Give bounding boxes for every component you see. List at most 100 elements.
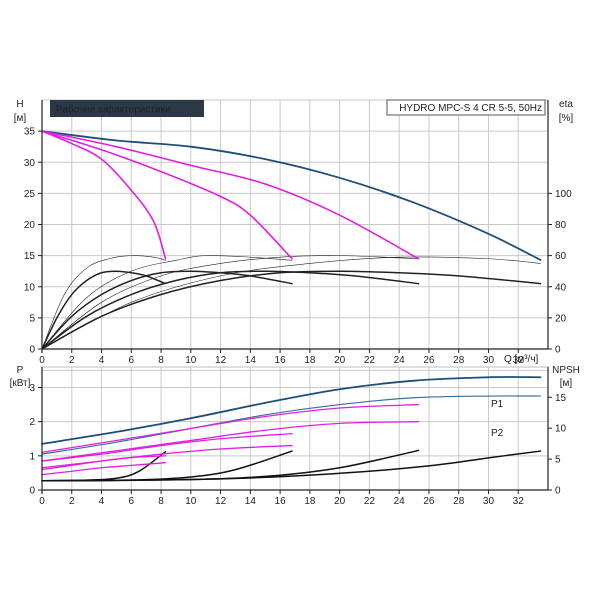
head-y-tick-label: 30 [24,158,36,169]
head-chart-grid [41,99,549,350]
power-x-tick-label: 20 [334,496,346,507]
power-x-tick-label: 4 [99,496,105,507]
head-y2-tick-label: 20 [555,313,567,324]
power-x-tick-label: 28 [453,496,465,507]
head-x-tick-label: 10 [185,355,197,366]
head-x-tick-label: 28 [453,355,465,366]
head-y-tick-label: 15 [24,251,36,262]
head-x-tick-label: 18 [304,355,316,366]
series-label-p2: P2 [491,428,504,439]
head-x-tick-label: 14 [245,355,257,366]
head-y2-tick-label: 40 [555,282,567,293]
head-x-tick-label: 20 [334,355,346,366]
head-curve-max [41,130,542,261]
power-curve-p1 [41,376,542,445]
model-label: HYDRO MPC-S 4 CR 5-5, 50Hz [399,103,542,114]
series-label-p1: P1 [491,399,504,410]
power-y-tick-label: 3 [29,383,35,394]
head-y-tick-label: 10 [24,282,36,293]
power-y2-tick-label: 5 [555,455,561,466]
power-chart-curves [41,376,542,482]
power-curve-reduced [41,455,167,471]
head-axis-unit: [м] [14,113,27,124]
npsh-axis-unit: [м] [560,378,573,389]
power-x-tick-label: 16 [275,496,287,507]
power-y2-tick-label: 10 [555,424,567,435]
head-x-tick-label: 12 [215,355,227,366]
head-x-tick-label: 2 [69,355,75,366]
head-y-tick-label: 35 [24,127,36,138]
power-x-tick-label: 18 [304,496,316,507]
head-chart-curves [41,130,542,350]
chart-title-background [50,100,204,117]
power-x-tick-label: 0 [39,496,45,507]
power-curve-reduced [41,462,167,476]
head-x-tick-label: 6 [129,355,135,366]
power-chart-grid [41,366,549,491]
power-curve-p2 [41,395,542,455]
efficiency-thin-curve [41,255,419,350]
efficiency-thin-curve [41,256,541,350]
head-y2-tick-label: 0 [555,345,561,356]
power-curve-reduced [41,432,293,462]
power-axis-name: P [17,365,24,376]
head-chart-axes: 0 2 4 6 8 10 12 14 16 18 20 22 24 26 28 30 3205101520253… [24,100,572,366]
head-x-tick-label: 0 [39,355,45,366]
head-y2-tick-label: 100 [555,189,572,200]
power-x-tick-label: 32 [513,496,525,507]
head-curve-reduced [41,130,167,260]
efficiency-curve [41,270,167,350]
power-x-tick-label: 12 [215,496,227,507]
head-y-tick-label: 0 [29,345,35,356]
efficiency-thin-curve [41,255,166,350]
power-x-tick-label: 10 [185,496,197,507]
head-y-tick-label: 20 [24,220,36,231]
efficiency-thin-curve [41,255,293,350]
flow-axis-label: Q [м³/ч] [504,354,539,365]
efficiency-curve [41,270,542,350]
model-label-box [386,99,546,116]
head-y-tick-label: 5 [29,313,35,324]
power-plot-area [41,366,549,491]
head-y-tick-label: 25 [24,189,36,200]
eta-axis-name: eta [559,99,573,110]
power-y-tick-label: 2 [29,417,35,428]
head-y2-tick-label: 80 [555,220,567,231]
head-curve-reduced [41,130,293,260]
head-x-tick-label: 30 [483,355,495,366]
power-y2-tick-label: 0 [555,486,561,497]
power-y-tick-label: 0 [29,486,35,497]
npsh-curve [41,450,542,482]
eta-axis-unit: [%] [559,113,574,124]
power-x-tick-label: 6 [129,496,135,507]
power-x-tick-label: 24 [394,496,406,507]
power-axis-unit: [кВт] [10,378,31,389]
head-x-tick-label: 16 [275,355,287,366]
head-x-tick-label: 32 [513,355,525,366]
head-axis-name: H [16,99,23,110]
head-x-tick-label: 26 [423,355,435,366]
efficiency-curve [41,270,293,350]
head-x-tick-label: 8 [158,355,164,366]
head-x-tick-label: 22 [364,355,376,366]
head-x-tick-label: 4 [99,355,105,366]
head-y2-tick-label: 60 [555,251,567,262]
power-y-tick-label: 1 [29,451,35,462]
power-x-tick-label: 8 [158,496,164,507]
power-x-tick-label: 26 [423,496,435,507]
power-x-tick-label: 22 [364,496,376,507]
power-curve-reduced [41,403,420,454]
power-x-tick-label: 30 [483,496,495,507]
power-y2-tick-label: 15 [555,393,567,404]
head-x-tick-label: 24 [394,355,406,366]
efficiency-curve [41,270,420,350]
power-curve-reduced [41,421,420,462]
power-x-tick-label: 2 [69,496,75,507]
head-curve-reduced [41,130,420,260]
npsh-axis-name: NPSH [552,365,580,376]
chart-title: Рабочие характеристики [56,104,170,116]
power-x-tick-label: 14 [245,496,257,507]
